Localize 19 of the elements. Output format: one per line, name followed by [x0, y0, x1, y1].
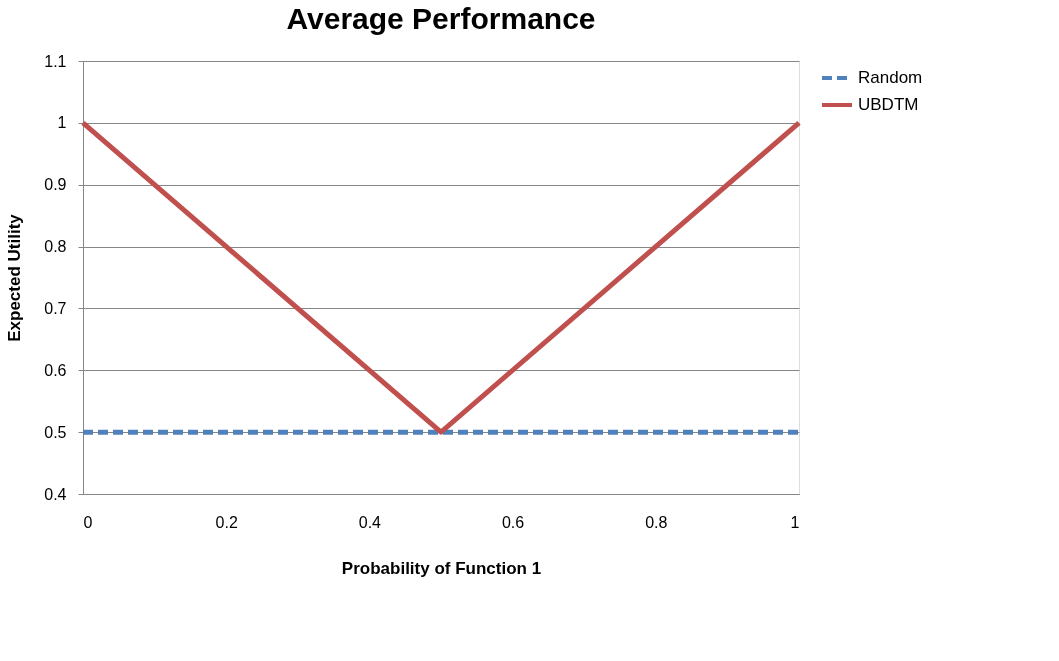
x-tick-label: 0.8 — [645, 513, 668, 531]
y-tick-label: 0.5 — [44, 423, 67, 441]
chart-title: Average Performance — [286, 2, 596, 35]
y-axis-title: Expected Utility — [5, 213, 25, 342]
legend-label: UBDTM — [858, 95, 919, 114]
y-tick-label: 1 — [57, 114, 67, 132]
x-tick-label: 0 — [83, 513, 93, 531]
x-tick-label: 0.2 — [215, 513, 238, 531]
y-tick-label: 0.8 — [44, 238, 67, 256]
y-tick-label: 1.1 — [44, 52, 67, 70]
y-tick-label: 0.9 — [44, 176, 67, 194]
y-tick-label: 0.4 — [44, 485, 67, 503]
x-axis-title: Probability of Function 1 — [341, 558, 542, 578]
x-tick-label: 0.6 — [501, 513, 525, 531]
y-tick-label: 0.6 — [44, 361, 67, 379]
y-tick-label: 0.7 — [44, 299, 67, 317]
x-tick-label: 0.4 — [358, 513, 382, 531]
x-tick-label: 1 — [790, 513, 800, 531]
legend-label: Random — [858, 68, 923, 87]
